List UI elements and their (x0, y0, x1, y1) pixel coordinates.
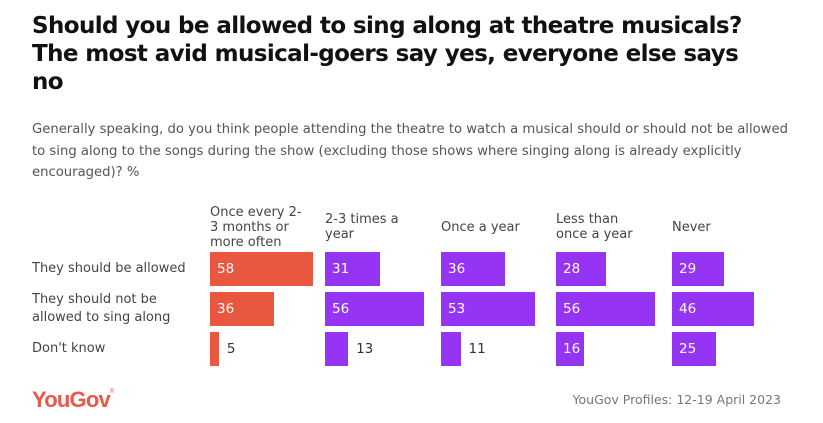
bar (441, 252, 505, 286)
data-label: 36 (448, 261, 466, 277)
bar (441, 332, 461, 366)
data-label: 11 (468, 341, 486, 357)
column-header: 2-3 times a year (325, 212, 435, 242)
row-label: They should not be allowed to sing along (32, 291, 170, 327)
column-header: Once every 2- 3 months or more often (210, 205, 320, 250)
chart-title: Should you be allowed to sing along at t… (32, 13, 742, 95)
column-header-line: Less than (556, 212, 619, 227)
column-header-line: year (325, 227, 355, 242)
data-label: 13 (356, 341, 374, 357)
data-label: 28 (563, 261, 581, 277)
bar (672, 292, 754, 326)
row-label-line: They should not be (32, 292, 157, 307)
data-label: 29 (679, 261, 697, 277)
column-header-line: Never (672, 219, 711, 235)
data-label: 46 (679, 301, 697, 317)
row-label-line: allowed to sing along (32, 310, 171, 325)
bar (441, 292, 536, 326)
chart-subtitle: Generally speaking, do you think people … (32, 122, 788, 180)
row-label-line: Don't know (32, 341, 106, 356)
data-label: 36 (217, 301, 235, 317)
logo-text: YouGov (32, 387, 111, 412)
column-header: Less than once a year (556, 212, 666, 242)
data-label: 58 (217, 261, 235, 277)
data-label: 25 (679, 341, 697, 357)
column-header-line: Once every 2- (210, 204, 302, 220)
column-header-line: more often (210, 234, 282, 250)
data-label: 53 (448, 301, 466, 317)
column-header: Once a year (441, 220, 551, 235)
column-header-line: once a year (556, 227, 633, 242)
bar (325, 252, 381, 286)
row-label-line: They should be allowed (32, 261, 186, 276)
data-label: 31 (332, 261, 350, 277)
bar (672, 332, 717, 366)
column-header-line: 3 months or (210, 219, 289, 235)
column-header: Never (672, 220, 782, 235)
data-label: 56 (332, 301, 350, 317)
bar (325, 332, 349, 366)
data-label: 16 (563, 341, 581, 357)
registered-mark: ® (109, 389, 114, 395)
bar (210, 332, 219, 366)
bar (210, 292, 274, 326)
bar (556, 252, 606, 286)
bar (210, 252, 313, 286)
data-label: 56 (563, 301, 581, 317)
column-header-line: Once a year (441, 219, 520, 235)
bar (556, 332, 585, 366)
bar (672, 252, 724, 286)
row-label: Don't know (32, 340, 105, 358)
column-header-line: 2-3 times a (325, 212, 399, 227)
bar (556, 292, 656, 326)
source-note: YouGov Profiles: 12-19 April 2023 (572, 392, 781, 407)
bar (325, 292, 425, 326)
data-label: 5 (226, 341, 236, 357)
yougov-logo: YouGov® (32, 387, 114, 413)
row-label: They should be allowed (32, 260, 186, 278)
